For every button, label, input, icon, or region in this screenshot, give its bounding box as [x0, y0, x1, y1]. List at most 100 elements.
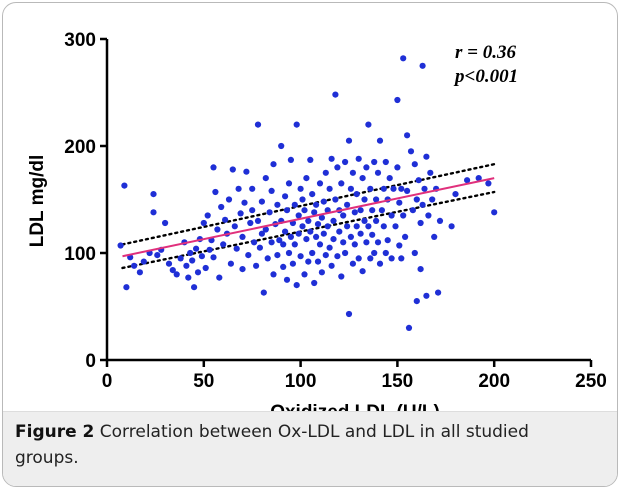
data-point — [396, 199, 403, 206]
data-point — [150, 209, 157, 216]
axes: 0 50 100 150 200 250 0 100 200 300 — [64, 30, 607, 392]
figure-frame: 0 50 100 150 200 250 0 100 200 300 r = 0.36 p<0.0… — [2, 2, 618, 487]
data-point — [369, 231, 376, 238]
x-tick-label: 250 — [575, 371, 607, 392]
data-point — [357, 230, 364, 237]
data-point — [254, 121, 262, 128]
data-point — [384, 237, 391, 244]
data-point — [200, 219, 207, 227]
data-point — [214, 226, 221, 233]
data-point — [254, 217, 262, 224]
data-point — [405, 324, 413, 331]
data-point — [210, 164, 217, 171]
data-point — [345, 310, 353, 318]
data-point — [396, 242, 403, 249]
data-point — [328, 155, 335, 162]
data-point — [314, 221, 322, 228]
data-point — [305, 258, 312, 265]
data-point — [189, 257, 196, 264]
figure-caption: Figure 2 Correlation between Ox-LDL and … — [15, 419, 575, 471]
data-point — [345, 137, 353, 144]
data-point — [409, 207, 416, 214]
data-point — [212, 188, 219, 196]
data-point — [198, 253, 205, 260]
x-tick-label: 0 — [102, 371, 113, 392]
data-point — [452, 191, 459, 198]
data-point — [419, 62, 426, 69]
data-point — [313, 201, 320, 208]
data-point — [417, 219, 424, 227]
data-point — [274, 201, 281, 208]
data-point — [330, 236, 337, 243]
data-point — [282, 228, 289, 235]
data-point — [204, 212, 211, 219]
data-point — [297, 253, 304, 260]
data-point — [268, 187, 275, 194]
data-point — [336, 228, 343, 235]
data-point — [154, 252, 161, 259]
data-point — [326, 185, 333, 192]
data-point — [311, 209, 318, 216]
data-point — [280, 241, 287, 248]
data-point — [363, 164, 370, 171]
data-point — [413, 298, 420, 305]
data-point — [187, 249, 194, 257]
data-point — [318, 269, 325, 276]
y-axis-title: LDL mg/dl — [27, 155, 48, 248]
data-point — [413, 196, 420, 203]
data-point — [233, 245, 240, 252]
data-point — [415, 177, 422, 184]
data-point — [264, 255, 271, 262]
data-point — [316, 180, 324, 187]
data-point — [227, 260, 234, 267]
data-point — [185, 274, 192, 281]
data-point — [322, 252, 329, 259]
regression-line — [122, 177, 495, 258]
data-point — [268, 239, 275, 246]
data-point — [363, 239, 370, 246]
data-point — [382, 249, 389, 257]
data-point — [274, 252, 281, 259]
data-point — [316, 241, 324, 248]
data-point — [330, 217, 337, 224]
data-point — [293, 282, 300, 289]
data-point — [373, 217, 380, 224]
data-point — [303, 236, 310, 243]
data-point — [411, 249, 418, 257]
data-point — [485, 180, 492, 187]
data-point — [365, 121, 372, 128]
data-point — [344, 223, 351, 230]
data-point — [367, 255, 374, 262]
data-point — [374, 239, 382, 246]
x-tick-label: 50 — [193, 371, 214, 392]
data-point — [225, 196, 233, 203]
data-point — [388, 255, 395, 262]
data-point — [338, 180, 345, 187]
data-point — [320, 198, 327, 205]
data-point — [309, 191, 316, 198]
data-point — [355, 155, 362, 162]
correlation-annotation: r = 0.36 — [455, 42, 516, 63]
data-point — [491, 209, 498, 216]
data-point — [162, 219, 169, 227]
data-point — [365, 223, 372, 230]
data-point — [253, 262, 260, 269]
data-point — [425, 212, 432, 219]
data-point — [309, 249, 316, 257]
data-point — [210, 254, 217, 261]
data-point — [301, 207, 308, 214]
data-point — [258, 230, 265, 237]
data-point — [349, 260, 356, 267]
data-point — [355, 255, 362, 262]
data-point — [334, 253, 341, 260]
data-point — [295, 212, 302, 219]
data-point — [371, 249, 378, 257]
data-point — [136, 269, 143, 276]
data-point — [237, 210, 244, 217]
data-point — [427, 169, 434, 176]
figure-label: Figure 2 — [15, 422, 95, 442]
data-point — [328, 262, 335, 269]
y-tick-label: 0 — [85, 351, 96, 372]
data-point — [464, 177, 471, 184]
data-point — [332, 91, 339, 98]
